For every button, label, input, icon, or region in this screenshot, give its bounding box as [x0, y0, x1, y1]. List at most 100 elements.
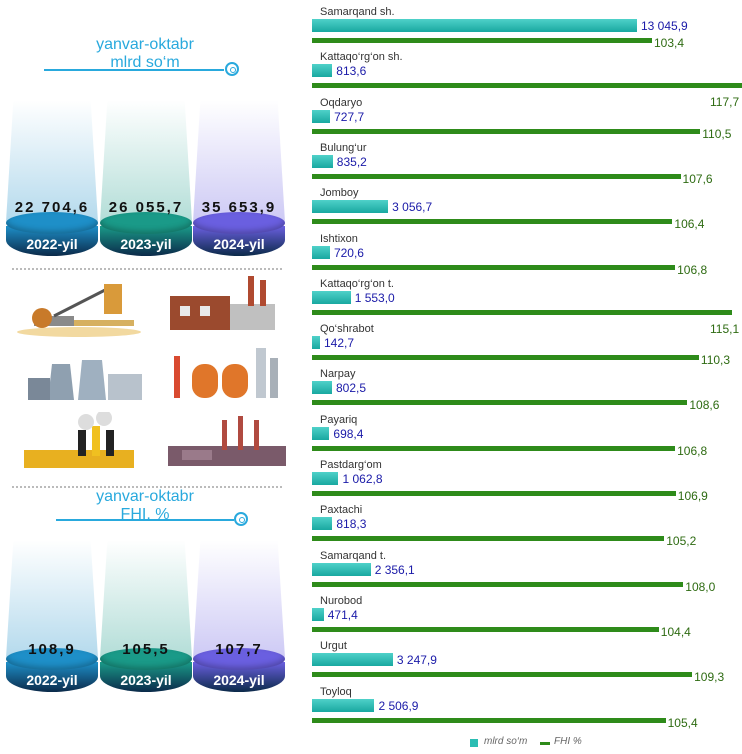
volume-bar [312, 381, 332, 395]
volume-value-label: 818,3 [336, 517, 367, 532]
volume-bar [312, 200, 389, 214]
pod-value: 107,7 [215, 641, 263, 658]
fhi-bar [312, 355, 699, 361]
divider [12, 486, 282, 488]
pod-year-label: 2024-yil [213, 672, 265, 688]
fhi-bar [312, 219, 673, 225]
volume-bar [312, 698, 375, 712]
volume-value-label: 727,7 [334, 109, 365, 124]
volume-bar [312, 653, 393, 667]
volume-bar [312, 290, 351, 304]
refinery-icon [174, 348, 278, 398]
category-label: Samarqand t. [320, 549, 387, 562]
year-pod: 2022-yil [6, 100, 98, 264]
ring-icon [225, 62, 239, 76]
volume-bar [312, 562, 371, 576]
volume-value-label: 2 356,1 [374, 562, 415, 577]
pod-year-label: 2023-yil [120, 236, 172, 252]
divider [12, 268, 282, 270]
legend-label: mlrd so‘m [484, 736, 528, 747]
power-plant-icon [28, 360, 142, 400]
volume-bar [312, 517, 333, 531]
category-label: Ishtixon [320, 232, 358, 245]
fhi-value-label: 106,9 [677, 489, 708, 503]
volume-bar [312, 336, 320, 350]
bottom-caption-rule [56, 519, 234, 521]
category-label: Payariq [320, 413, 358, 426]
fhi-value-label: 110,3 [700, 353, 731, 368]
top-caption-line1: yanvar-oktabr [96, 36, 194, 53]
fhi-value-label: 106,8 [677, 443, 708, 458]
pod-value: 22 704,6 [14, 199, 90, 216]
light-beam [100, 100, 192, 222]
pod-value: 35 653,9 [201, 199, 277, 216]
fhi-bar [312, 491, 676, 496]
volume-value-label: 3 247,9 [396, 653, 437, 668]
fhi-bar [312, 536, 665, 542]
volume-value-label: 1 553,0 [354, 290, 395, 305]
year-pod: 2024-yil [193, 540, 285, 700]
volume-value-label: 2 506,9 [378, 698, 419, 713]
light-beam [193, 100, 285, 222]
fhi-value-label: 110,5 [702, 126, 732, 141]
top-caption-rule [44, 69, 224, 71]
fhi-value-label: 106,8 [677, 262, 708, 277]
ring-icon [234, 512, 248, 526]
fhi-bar [312, 38, 652, 43]
category-label: Samarqand sh. [320, 6, 395, 18]
fhi-value-label: 117,7 [710, 95, 740, 110]
legend-swatch [470, 739, 478, 747]
year-pod: 2023-yil [100, 540, 192, 700]
fhi-value-label: 108,6 [689, 398, 720, 413]
fhi-bar [312, 128, 701, 134]
left-panel: yanvar-oktabr mlrd so‘m 2022-yil 22 704,6… [0, 0, 300, 754]
light-beam [6, 540, 98, 658]
category-label: Paxtachi [320, 504, 363, 517]
pod-value: 105,5 [122, 641, 170, 658]
volume-bar [312, 472, 339, 485]
light-beam [6, 100, 98, 222]
volume-bar [312, 426, 330, 440]
fhi-bar [312, 717, 666, 723]
fhi-bar [312, 83, 742, 89]
fhi-bar [312, 672, 693, 678]
volume-bar [312, 109, 331, 123]
pod-value: 26 055,7 [108, 199, 184, 216]
fhi-bar [312, 173, 681, 179]
bottom-caption: yanvar-oktabr FHI, % [40, 488, 250, 524]
volume-value-label: 3 056,7 [392, 200, 433, 215]
legend-label: FHI % [554, 736, 582, 747]
smokestack-icon [168, 416, 286, 466]
pod-top [6, 212, 98, 234]
category-label: Pastdarg‘om [320, 459, 382, 471]
factory-icon [170, 276, 275, 330]
volume-value-label: 813,6 [336, 64, 367, 79]
volume-bar [312, 245, 330, 259]
fhi-value-label: 115,1 [710, 321, 740, 336]
volume-value-label: 835,2 [336, 154, 367, 169]
volume-value-label: 13 045,9 [641, 19, 688, 33]
fhi-value-label: 105,4 [667, 715, 698, 730]
volume-value-label: 471,4 [327, 607, 358, 622]
category-label: Toyloq [320, 685, 352, 698]
fhi-bar [312, 264, 676, 270]
volume-bar [312, 154, 333, 168]
category-label: Narpay [320, 368, 356, 381]
fhi-value-label: 106,4 [674, 217, 705, 232]
excavator-icon [17, 284, 141, 337]
fhi-value-label: 109,3 [694, 670, 725, 685]
bottom-caption-line2: FHI, % [120, 506, 170, 523]
district-bar-chart: Samarqand sh. 13 045,9 103,4 Kattaqo‘rg‘on … [300, 0, 742, 754]
fhi-bar [312, 581, 684, 587]
volume-value-label: 142,7 [324, 336, 355, 351]
pod-year-label: 2023-yil [120, 672, 172, 688]
fhi-value-label: 105,2 [666, 534, 697, 549]
pod-top [193, 648, 285, 670]
pod-value: 108,9 [28, 641, 76, 658]
fhi-value-label: 108,0 [685, 579, 716, 594]
volume-bar [312, 607, 324, 621]
pod-top [100, 212, 192, 234]
category-label: Oqdaryo [320, 96, 363, 109]
category-label: Bulung‘ur [320, 141, 367, 154]
year-pod: 2022-yil [6, 540, 98, 700]
